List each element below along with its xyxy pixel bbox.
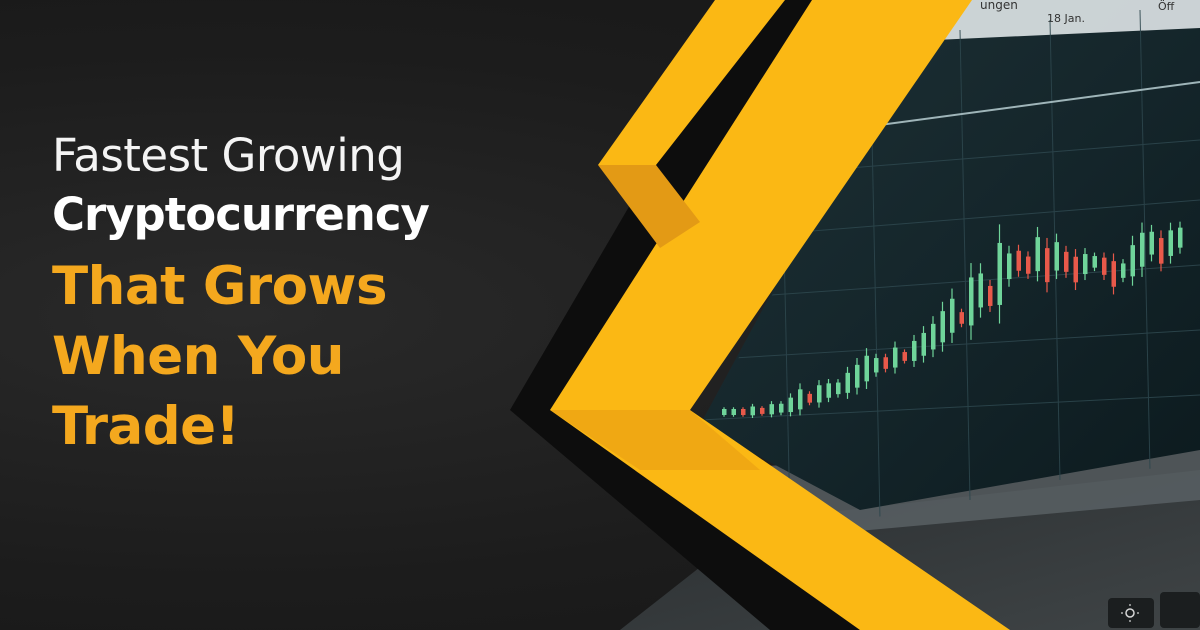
candle-body <box>902 352 907 361</box>
candlestick-series <box>722 221 1183 418</box>
candle-body <box>788 397 793 413</box>
candle-body <box>750 406 755 416</box>
candle-body <box>845 372 850 393</box>
candle-body <box>760 407 765 414</box>
candle-body <box>779 403 784 413</box>
header-label-3: Öff <box>1158 0 1175 13</box>
candle-body <box>959 312 964 324</box>
laptop-screen <box>700 0 1200 510</box>
chevron-dark-gap <box>510 0 860 630</box>
candle-body <box>1073 256 1078 283</box>
candle-body <box>883 357 888 369</box>
candle-body <box>1045 248 1050 283</box>
header-label-2: 18 Jan. <box>1047 12 1085 25</box>
brightness-key-icon <box>1108 598 1154 628</box>
candle-body <box>1140 232 1145 267</box>
candle-body <box>912 340 917 361</box>
candle-body <box>874 358 879 373</box>
candle-body <box>864 355 869 382</box>
candle-body <box>1168 230 1173 256</box>
candle-body <box>988 285 993 306</box>
chevron-lower-shade <box>550 410 760 470</box>
candle-body <box>1178 227 1183 248</box>
candle-body <box>817 385 822 403</box>
candle-body <box>798 389 803 410</box>
candle-body <box>950 298 955 333</box>
chart-grid <box>700 9 1200 520</box>
candle-body <box>836 382 841 395</box>
headline-line-1: Fastest Growing <box>52 129 405 182</box>
candle-body <box>1026 256 1031 274</box>
candle-body <box>807 393 812 403</box>
candle-body <box>855 364 860 388</box>
candle-body <box>769 404 774 415</box>
candle-body <box>931 323 936 350</box>
candle-body <box>940 311 945 343</box>
header-label-1: ungen <box>980 0 1018 12</box>
candle-body <box>1130 245 1135 277</box>
candle-body <box>893 347 898 368</box>
candle-body <box>1121 263 1126 278</box>
candle-body <box>1149 231 1154 255</box>
keyboard-key <box>1160 592 1200 628</box>
candle-body <box>1035 237 1040 272</box>
candle-body <box>741 409 746 415</box>
candle-body <box>1054 242 1059 271</box>
candle-body <box>826 383 831 398</box>
chart-reference-line <box>879 81 1200 126</box>
candle-body <box>1083 254 1088 275</box>
candle-body <box>1007 253 1012 280</box>
candle-body <box>997 242 1002 305</box>
screen-header: ungen 18 Jan. Öff <box>935 0 1200 40</box>
candle-body <box>1016 250 1021 271</box>
candle-body <box>1092 256 1097 268</box>
chevron-upper-arm <box>550 0 972 410</box>
headline-accent-line-2: When You <box>52 326 344 387</box>
candle-body <box>722 409 727 415</box>
headline-accent-line-3: Trade! <box>52 396 240 457</box>
candle-body <box>1064 251 1069 272</box>
headline-accent-line-1: That Grows <box>52 256 388 317</box>
candle-body <box>969 277 974 326</box>
candle-body <box>731 409 736 415</box>
small-chevron-bottom <box>598 165 700 248</box>
headline-line-2: Cryptocurrency <box>52 188 430 241</box>
headline: Fastest Growing Cryptocurrency That Grow… <box>52 128 532 462</box>
candle-body <box>921 332 926 356</box>
candle-body <box>978 273 983 308</box>
small-chevron-top <box>598 0 785 165</box>
candle-body <box>1102 257 1107 275</box>
candle-body <box>1111 261 1116 287</box>
candle-body <box>1159 238 1164 264</box>
